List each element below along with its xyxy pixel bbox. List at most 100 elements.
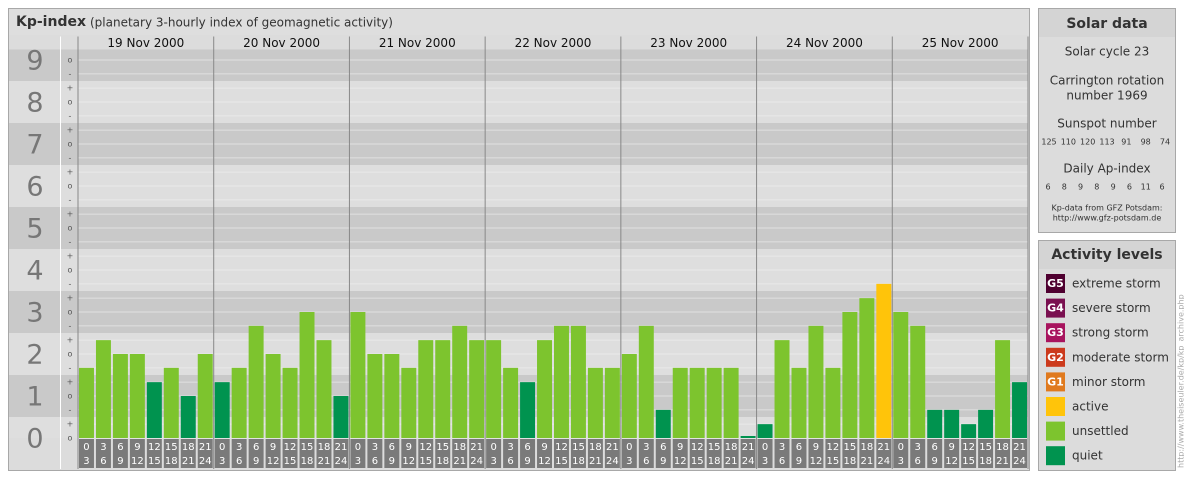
title-bar	[9, 9, 1029, 35]
y-tick-label: 8	[26, 88, 43, 119]
hour-box	[893, 439, 909, 468]
hour-from: 21	[199, 442, 212, 453]
hour-to: 21	[860, 456, 873, 467]
sunspot-value: 113	[1099, 138, 1114, 147]
hour-box	[825, 439, 841, 468]
legend-label: unsettled	[1072, 424, 1129, 438]
hour-from: 0	[762, 442, 768, 453]
y-tick-label: 9	[26, 46, 43, 77]
kp-bar	[129, 354, 145, 438]
minor-tick-label: o	[68, 140, 73, 149]
sunspot-value: 125	[1041, 138, 1056, 147]
hour-from: 18	[453, 442, 466, 453]
hour-from: 12	[827, 442, 840, 453]
hour-box	[95, 439, 111, 468]
hour-box	[740, 439, 756, 468]
minor-tick-label: -	[69, 195, 72, 204]
hour-box	[638, 439, 654, 468]
legend-label: strong storm	[1072, 326, 1149, 340]
hour-from: 6	[524, 442, 530, 453]
hour-box	[486, 439, 502, 468]
hour-box	[927, 439, 943, 468]
minor-tick-label: +	[67, 252, 74, 261]
kp-bar	[808, 325, 824, 438]
kp-bar	[689, 367, 705, 438]
legend-label: active	[1072, 400, 1108, 414]
hour-to: 3	[83, 456, 89, 467]
minor-tick-label: -	[69, 237, 72, 246]
hour-box	[1012, 439, 1027, 468]
kp-bar	[469, 340, 485, 438]
day-label: 21 Nov 2000	[379, 36, 456, 50]
hour-box	[876, 439, 892, 468]
ap-value: 6	[1045, 183, 1050, 192]
sunspot-title: Sunspot number	[1057, 117, 1156, 131]
hour-to: 6	[779, 456, 785, 467]
hour-from: 0	[355, 442, 361, 453]
hour-from: 15	[708, 442, 721, 453]
kp-bar	[961, 424, 977, 438]
kp-bar	[638, 325, 654, 438]
hour-to: 6	[915, 456, 921, 467]
hour-to: 9	[524, 456, 530, 467]
minor-tick-label: -	[69, 111, 72, 120]
hour-to: 21	[589, 456, 602, 467]
activity-title: Activity levels	[1051, 247, 1162, 263]
kp-bar	[486, 340, 502, 438]
hour-box	[503, 439, 519, 468]
activity-title-bar	[1039, 241, 1175, 269]
hour-from: 12	[691, 442, 704, 453]
day-label: 19 Nov 2000	[107, 36, 184, 50]
kp-bar	[537, 340, 552, 438]
hour-to: 3	[490, 456, 496, 467]
hour-to: 12	[131, 456, 144, 467]
hour-to: 18	[708, 456, 721, 467]
kp-bar	[520, 382, 536, 438]
kp-bar	[95, 340, 111, 438]
day-label: 23 Nov 2000	[650, 36, 727, 50]
hour-to: 12	[810, 456, 823, 467]
hour-to: 6	[100, 456, 106, 467]
hour-from: 9	[813, 442, 819, 453]
hour-box	[689, 439, 705, 468]
hour-box	[944, 439, 960, 468]
carrington: number 1969	[1066, 89, 1147, 103]
kp-bar	[944, 409, 960, 438]
legend-label: severe storm	[1072, 301, 1151, 315]
y-tick-label: 1	[26, 382, 43, 413]
hour-box	[350, 439, 366, 468]
kp-bar	[825, 367, 841, 438]
minor-tick-label: +	[67, 294, 74, 303]
hour-box	[452, 439, 468, 468]
hour-to: 3	[626, 456, 632, 467]
minor-tick-label: -	[69, 69, 72, 78]
hour-box	[469, 439, 485, 468]
hour-box	[163, 439, 179, 468]
hour-to: 21	[182, 456, 195, 467]
hour-from: 15	[979, 442, 992, 453]
hour-from: 6	[389, 442, 395, 453]
legend-label: moderate storm	[1072, 350, 1169, 364]
hour-to: 3	[355, 456, 361, 467]
hour-to: 3	[898, 456, 904, 467]
kp-bar	[859, 298, 875, 438]
hour-box	[299, 439, 315, 468]
hour-to: 24	[1013, 456, 1026, 467]
hour-from: 0	[490, 442, 496, 453]
minor-tick-label: -	[69, 363, 72, 372]
legend-code: G3	[1047, 326, 1064, 339]
source: Kp-data from GFZ Potsdam:	[1052, 204, 1163, 213]
hour-to: 12	[267, 456, 280, 467]
hour-to: 15	[555, 456, 568, 467]
solar-cycle: Solar cycle 23	[1065, 45, 1150, 59]
hour-box	[791, 439, 807, 468]
legend-label: extreme storm	[1072, 277, 1161, 291]
hour-from: 21	[742, 442, 755, 453]
hour-box	[808, 439, 824, 468]
hour-from: 18	[860, 442, 873, 453]
hour-box	[978, 439, 994, 468]
legend-swatch	[1046, 397, 1065, 416]
kp-bar	[554, 325, 569, 438]
hour-box	[672, 439, 688, 468]
date-header	[61, 36, 1028, 50]
